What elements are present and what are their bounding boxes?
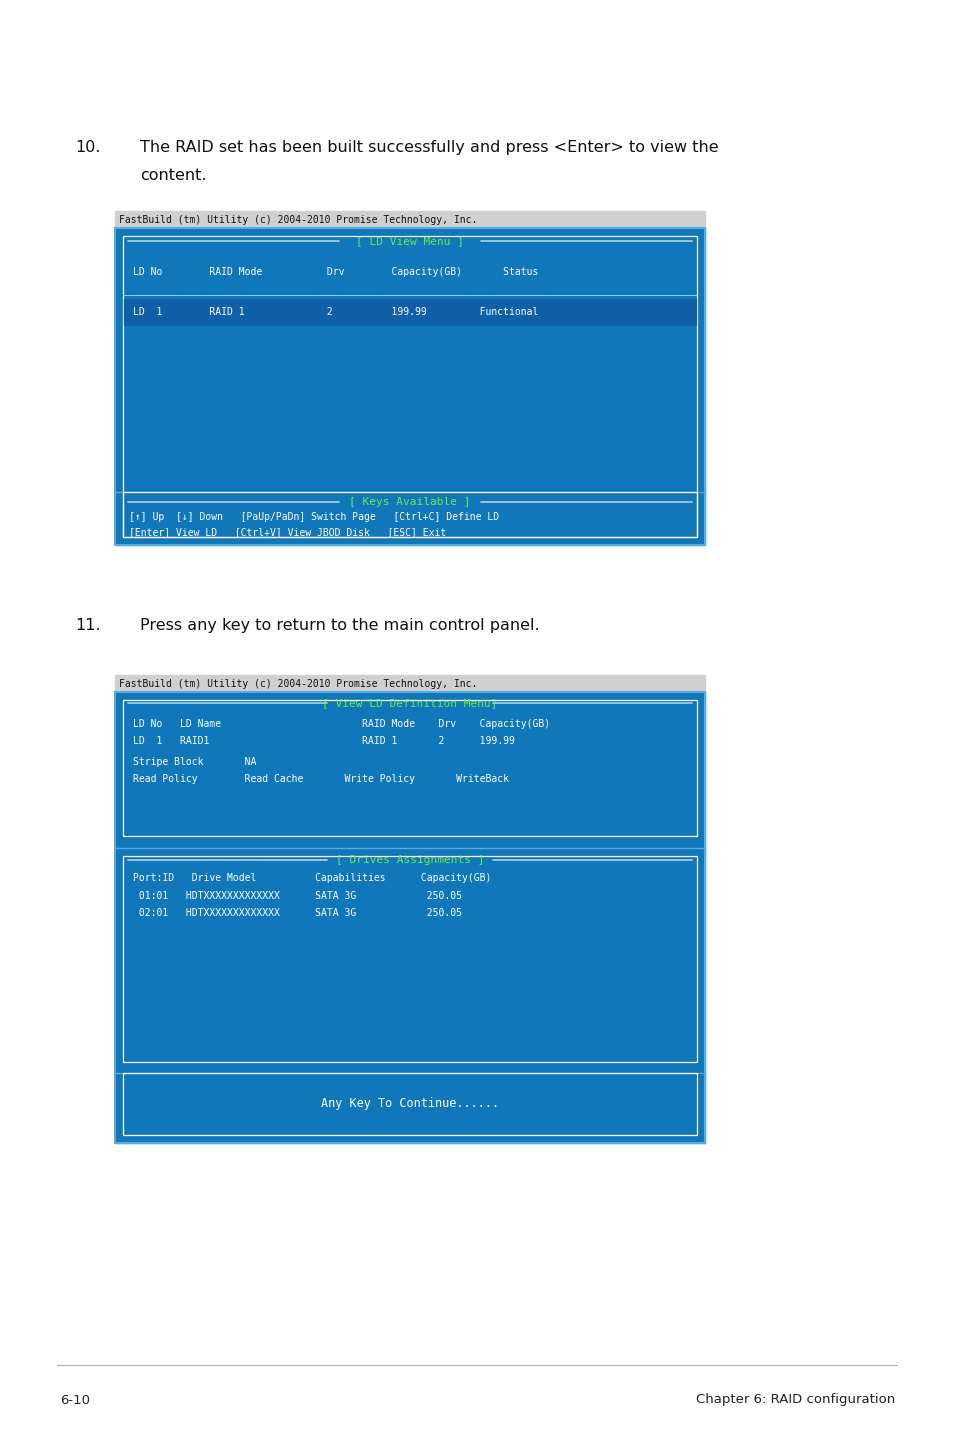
Text: content.: content. xyxy=(140,168,206,183)
Bar xyxy=(115,229,704,545)
Text: The RAID set has been built successfully and press <Enter> to view the: The RAID set has been built successfully… xyxy=(140,139,718,155)
Text: [ View LD Definition Menu]: [ View LD Definition Menu] xyxy=(322,697,497,707)
Text: Chapter 6: RAID configuration: Chapter 6: RAID configuration xyxy=(695,1393,894,1406)
Text: 6-10: 6-10 xyxy=(60,1393,90,1406)
Text: [ Keys Available ]: [ Keys Available ] xyxy=(349,498,470,508)
Text: Press any key to return to the main control panel.: Press any key to return to the main cont… xyxy=(140,618,539,633)
Bar xyxy=(124,299,696,325)
Text: 10.: 10. xyxy=(75,139,100,155)
Text: Read Policy        Read Cache       Write Policy       WriteBack: Read Policy Read Cache Write Policy Writ… xyxy=(132,774,509,784)
Bar xyxy=(115,674,704,692)
Text: FastBuild (tm) Utility (c) 2004-2010 Promise Technology, Inc.: FastBuild (tm) Utility (c) 2004-2010 Pro… xyxy=(119,216,476,224)
Bar xyxy=(115,692,704,1143)
Text: [↑] Up  [↓] Down   [PaUp/PaDn] Switch Page   [Ctrl+C] Define LD: [↑] Up [↓] Down [PaUp/PaDn] Switch Page … xyxy=(129,512,498,522)
Text: Stripe Block       NA: Stripe Block NA xyxy=(132,756,256,766)
Text: 11.: 11. xyxy=(75,618,100,633)
Text: Port:ID   Drive Model          Capabilities      Capacity(GB): Port:ID Drive Model Capabilities Capacit… xyxy=(132,873,491,883)
Bar xyxy=(115,211,704,229)
Text: LD  1   RAID1                          RAID 1       2      199.99: LD 1 RAID1 RAID 1 2 199.99 xyxy=(132,736,515,746)
Text: [ LD View Menu ]: [ LD View Menu ] xyxy=(355,236,463,246)
Bar xyxy=(123,1073,697,1135)
Text: FastBuild (tm) Utility (c) 2004-2010 Promise Technology, Inc.: FastBuild (tm) Utility (c) 2004-2010 Pro… xyxy=(119,679,476,689)
Bar xyxy=(123,856,697,1063)
Bar xyxy=(123,236,697,536)
Bar xyxy=(123,700,697,835)
Text: 01:01   HDTXXXXXXXXXXXXX      SATA 3G            250.05: 01:01 HDTXXXXXXXXXXXXX SATA 3G 250.05 xyxy=(132,892,461,902)
Text: 02:01   HDTXXXXXXXXXXXXX      SATA 3G            250.05: 02:01 HDTXXXXXXXXXXXXX SATA 3G 250.05 xyxy=(132,907,461,917)
Text: [Enter] View LD   [Ctrl+V] View JBOD Disk   [ESC] Exit: [Enter] View LD [Ctrl+V] View JBOD Disk … xyxy=(129,526,446,536)
Bar xyxy=(115,692,704,1143)
Bar xyxy=(115,229,704,545)
Text: LD No        RAID Mode           Drv        Capacity(GB)       Status: LD No RAID Mode Drv Capacity(GB) Status xyxy=(132,267,537,278)
Text: Any Key To Continue......: Any Key To Continue...... xyxy=(320,1097,498,1110)
Text: [ Drives Assignments ]: [ Drives Assignments ] xyxy=(335,856,484,866)
Text: LD No   LD Name                        RAID Mode    Drv    Capacity(GB): LD No LD Name RAID Mode Drv Capacity(GB) xyxy=(132,719,550,729)
Text: LD  1        RAID 1              2          199.99         Functional: LD 1 RAID 1 2 199.99 Functional xyxy=(132,306,537,316)
Bar xyxy=(123,492,697,536)
